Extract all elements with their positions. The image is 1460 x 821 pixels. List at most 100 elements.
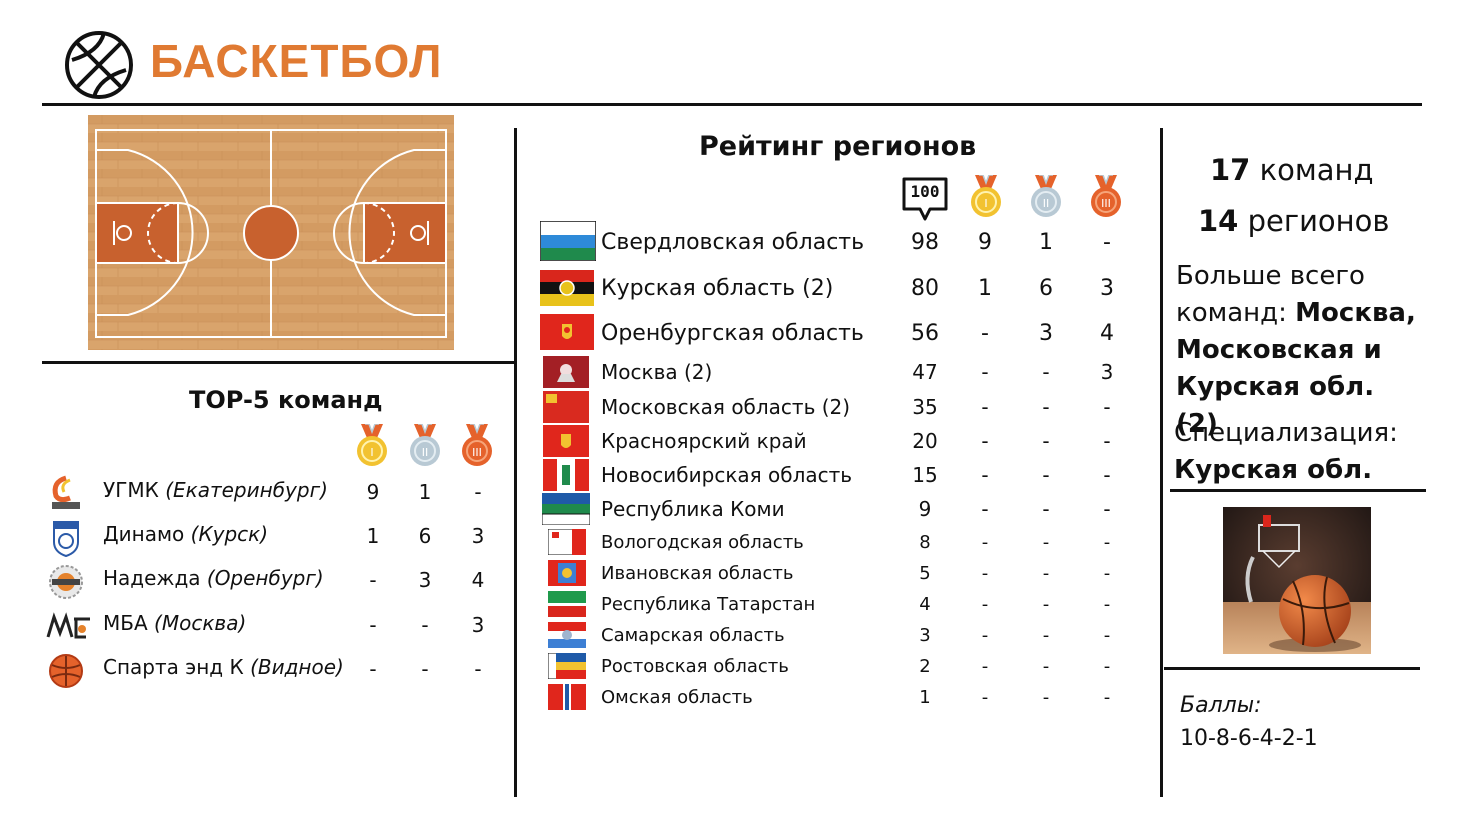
flag-rostov-icon [548,653,586,679]
region-silver: 1 [1039,230,1053,255]
page-title: БАСКЕТБОЛ [150,35,443,87]
team-bronze: 3 [471,524,485,548]
region-score: 5 [919,563,931,584]
team-name: Надежда [103,566,201,590]
right-divider [1160,128,1163,797]
team-row: МБА (Москва) - - 3 [46,607,516,647]
team-bronze: - [474,657,482,681]
region-bronze: - [1103,532,1111,553]
team-logo-mba-icon [46,607,90,645]
regions-count: 14 регионов [1198,203,1389,240]
region-score: 9 [918,497,932,521]
flag-sverdlovsk-icon [540,221,596,261]
team-row: УГМК (Екатеринбург) 9 1 - [46,474,516,514]
basketball-court-image [88,115,454,350]
region-bronze: 4 [1100,321,1114,346]
region-gold: - [981,687,989,708]
team-city: (Оренбург) [206,566,324,590]
region-silver: - [1042,429,1050,453]
region-gold: - [981,563,989,584]
flag-kursk-icon [540,270,594,306]
region-score: 98 [911,230,939,255]
region-name: Красноярский край [601,429,807,453]
region-name: Ивановская область [601,563,794,584]
region-row: Республика Коми 9 - - - [540,493,1140,527]
score-badge-text: 100 [910,182,940,201]
points-label: Баллы: [1180,693,1262,718]
right-divider-lower [1164,667,1420,670]
region-gold: - [981,395,989,419]
region-score: 80 [911,276,939,301]
region-name: Республика Коми [601,497,785,521]
team-bronze: 3 [471,613,485,637]
right-divider-upper [1170,489,1426,492]
region-silver: - [1042,687,1050,708]
team-name: Динамо [103,522,185,546]
top5-gold-medal-icon: I [355,423,389,472]
region-name: Свердловская область [601,230,865,255]
most-teams-label-2: команд: [1176,298,1296,328]
teams-count-number: 17 [1210,153,1251,187]
region-gold: - [981,656,989,677]
region-silver: - [1042,532,1050,553]
team-logo-sparta-icon [46,651,86,689]
svg-text:I: I [370,446,373,459]
specialization-value: Курская обл. [1174,455,1373,485]
region-bronze: - [1103,463,1111,487]
most-teams-block: Больше всего команд: Москва, Московская … [1176,258,1416,443]
region-row: Самарская область 3 - - - [540,621,1140,652]
region-score: 8 [919,532,931,553]
region-name: Новосибирская область [601,463,853,487]
team-row: Спарта энд К (Видное) - - - [46,651,516,691]
region-silver: - [1042,360,1050,384]
most-teams-value-1: Москва, [1295,298,1416,328]
svg-text:I: I [984,197,987,210]
points-value: 10-8-6-4-2-1 [1180,726,1318,751]
team-name: УГМК [103,478,159,502]
team-gold: - [369,568,377,592]
svg-text:II: II [1043,197,1050,210]
most-teams-label: Больше всего [1176,261,1365,291]
region-bronze: - [1103,429,1111,453]
region-bronze: - [1103,497,1111,521]
most-teams-value-3: Курская обл. (2) [1176,372,1375,439]
team-silver: 6 [418,524,432,548]
team-name: Спарта энд К [103,655,244,679]
region-row: Свердловская область 98 9 1 - [540,221,1140,263]
region-silver: - [1042,625,1050,646]
region-bronze: - [1103,656,1111,677]
region-name: Ростовская область [601,656,789,677]
region-silver: - [1042,463,1050,487]
flag-omsk-icon [548,684,586,710]
region-row: Московская область (2) 35 - - - [540,391,1140,425]
header-divider [42,103,1422,106]
top5-bronze-medal-icon: III [460,423,494,472]
region-gold: 9 [978,230,992,255]
region-gold: - [981,429,989,453]
left-divider [42,361,516,364]
region-silver: - [1042,497,1050,521]
region-score: 56 [911,321,939,346]
flag-komi-icon [542,493,590,525]
flag-novosibirsk-icon [543,459,589,491]
region-gold: - [981,360,989,384]
region-bronze-medal-icon: III [1089,174,1123,223]
team-logo-nadezhda-icon [46,562,86,600]
top5-silver-medal-icon: II [408,423,442,472]
region-silver: 6 [1039,276,1053,301]
region-gold: - [981,497,989,521]
team-gold: 9 [366,480,380,504]
region-gold: - [981,321,989,346]
team-city: (Москва) [154,611,247,635]
region-gold-medal-icon: I [969,174,1003,223]
region-silver: 3 [1039,321,1053,346]
region-score: 47 [912,360,938,384]
flag-vologda-icon [548,529,586,555]
flag-moscow-icon [543,356,589,388]
region-score: 15 [912,463,938,487]
region-score: 3 [919,625,931,646]
region-silver-medal-icon: II [1029,174,1063,223]
region-name: Московская область (2) [601,395,851,419]
team-silver: - [421,657,429,681]
svg-text:II: II [422,446,429,459]
